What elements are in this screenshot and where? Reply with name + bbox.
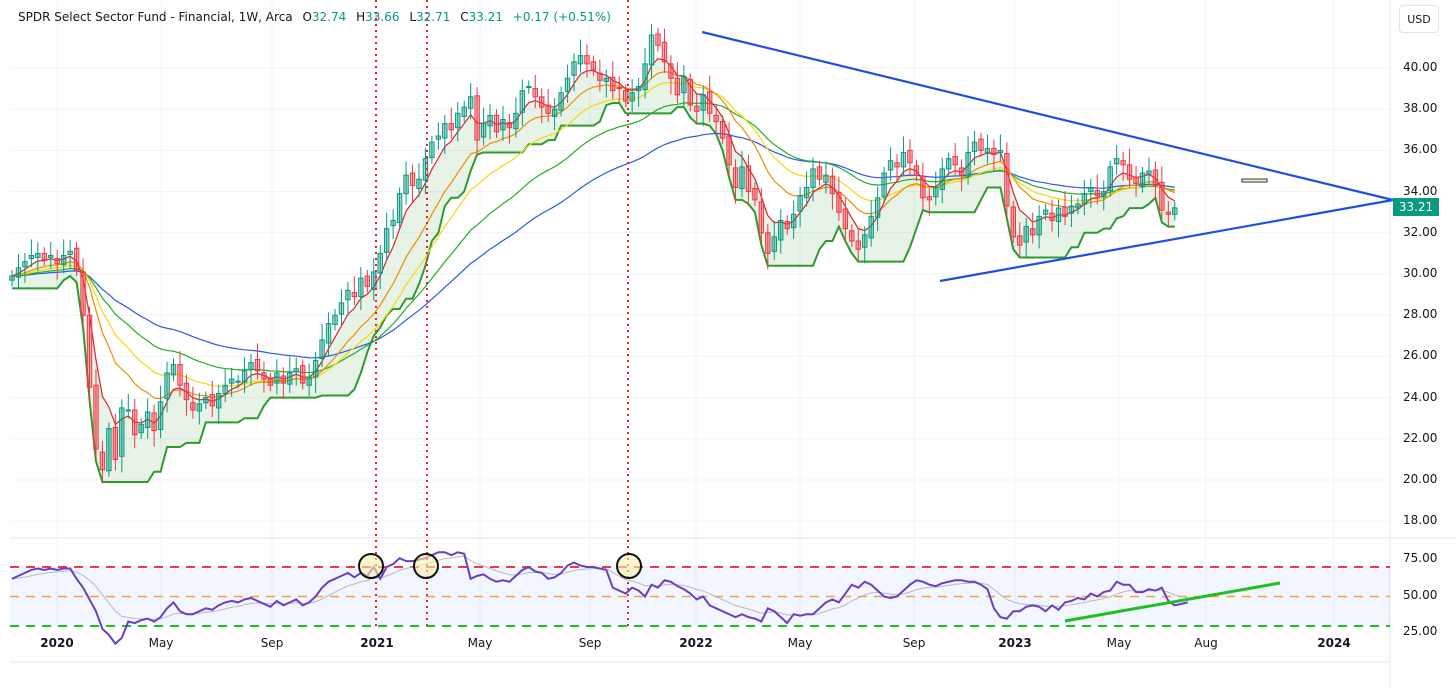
time-axis-label: 2021 [360,636,394,650]
high-value: 33.66 [365,10,400,24]
price-axis-label: 24.00 [1403,389,1438,404]
time-axis-label: 2020 [40,636,74,650]
price-axis-label: 18.00 [1403,513,1438,528]
symbol-title: SPDR Select Sector Fund - Financial, 1W,… [18,10,293,24]
time-axis-label: 2023 [998,636,1032,650]
time-axis-label: May [787,636,813,650]
time-axis-label: Aug [1194,636,1218,650]
rsi-highlight-circle [358,553,384,579]
grid [10,0,1390,626]
rsi-axis-label: 75.00 [1403,551,1438,565]
price-axis-label: 32.00 [1403,224,1438,239]
time-axis-label: Sep [260,636,284,650]
ema-green-line [11,102,1175,374]
price-axis-label: 38.00 [1403,101,1438,116]
rsi-highlight-circle [413,553,439,579]
candles [9,23,1178,484]
rsi-line [11,551,1188,646]
price-axis-label: 36.00 [1403,142,1438,157]
time-axis-label: May [1106,636,1132,650]
price-axis-label: 20.00 [1403,472,1438,486]
price-axis-label: 34.00 [1403,183,1438,198]
open-value: 32.74 [311,10,347,24]
last-price-tag: 33.21 [1393,198,1439,216]
rsi-axis-label: 25.00 [1403,624,1438,638]
trailing-stop-line [12,102,1175,484]
rsi-highlight-circle [616,553,642,579]
chart-legend: SPDR Select Sector Fund - Financial, 1W,… [18,10,611,24]
resistance-trendline[interactable] [701,30,1394,202]
channel-fill [12,58,1175,483]
rsi-trendline[interactable] [1064,581,1281,623]
currency-button[interactable]: USD [1399,5,1439,33]
time-axis-label: Sep [578,636,602,650]
time-axis-label: May [148,636,174,650]
rsi-axis-label: 50.00 [1403,588,1438,602]
close-value: 33.21 [468,10,503,24]
price-axis-label: 30.00 [1403,266,1438,280]
time-axis-label: 2022 [679,636,713,650]
price-axis-label: 22.00 [1403,430,1438,445]
time-axis-label: May [467,636,493,650]
support-trendline[interactable] [939,198,1394,283]
ema-yellow-line [11,81,1175,388]
price-axis-label: 26.00 [1403,348,1438,363]
change-value: +0.17 (+0.51%) [512,10,611,24]
time-axis-label: 2024 [1317,636,1351,650]
price-axis-label: 28.00 [1403,307,1438,322]
low-value: 32.71 [416,10,451,24]
price-axis-label: 40.00 [1403,60,1438,74]
price-marker [1241,178,1268,183]
time-axis-label: Sep [902,636,926,650]
